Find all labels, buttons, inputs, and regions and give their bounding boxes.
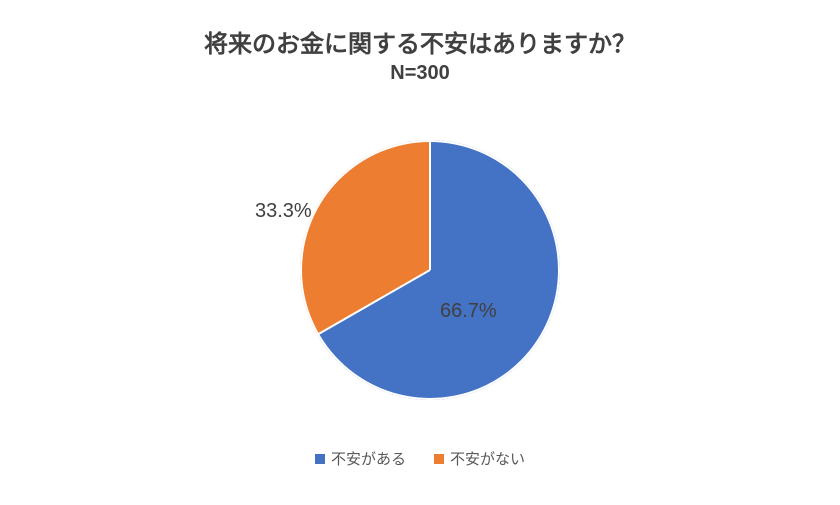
legend-label-anxious: 不安がある (331, 448, 406, 469)
legend-swatch-not-anxious (434, 454, 444, 464)
slice-label-not-anxious: 33.3% (255, 200, 312, 223)
legend-label-not-anxious: 不安がない (450, 448, 525, 469)
legend-swatch-anxious (315, 454, 325, 464)
legend-item-anxious: 不安がある (315, 448, 406, 469)
legend: 不安がある 不安がない (0, 448, 840, 469)
slice-label-anxious: 66.7% (440, 300, 497, 323)
chart-subtitle: N=300 (0, 62, 840, 85)
chart-title: 将来のお金に関する不安はありますか？ (0, 24, 840, 59)
pie-chart: 66.7% 33.3% (300, 140, 560, 400)
legend-item-not-anxious: 不安がない (434, 448, 525, 469)
